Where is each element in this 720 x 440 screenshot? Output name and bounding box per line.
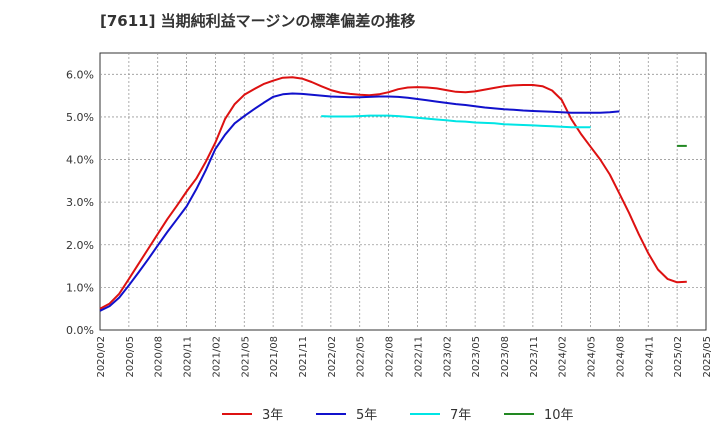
x-tick-label: 2024/02 [558, 336, 569, 378]
x-tick-label: 2021/08 [269, 336, 280, 378]
x-tick-label: 2025/02 [673, 336, 684, 378]
y-tick-label: 0.0% [66, 324, 94, 337]
y-tick-label: 2.0% [66, 239, 94, 252]
series-line-2 [321, 114, 591, 129]
x-tick-label: 2024/11 [644, 336, 655, 378]
series-line-1 [99, 92, 620, 312]
x-tick-label: 2025/05 [702, 336, 713, 378]
y-tick-label: 4.0% [66, 154, 94, 167]
legend-label-0: 3年 [262, 408, 283, 423]
x-tick-label: 2022/05 [356, 336, 367, 378]
legend-label-1: 5年 [356, 408, 377, 423]
x-tick-label: 2023/02 [442, 336, 453, 378]
x-tick-label: 2024/05 [587, 336, 598, 378]
x-tick-label: 2023/05 [471, 336, 482, 378]
x-tick-label: 2022/11 [413, 336, 424, 378]
x-tick-label: 2021/05 [240, 336, 251, 378]
legend-label-2: 7年 [450, 408, 471, 423]
series-line-0 [99, 76, 687, 310]
x-tick-label: 2020/05 [125, 336, 136, 378]
x-tick-label: 2023/08 [500, 336, 511, 378]
x-tick-label: 2022/02 [327, 336, 338, 378]
legend-label-3: 10年 [544, 408, 574, 423]
x-tick-label: 2023/11 [529, 336, 540, 378]
y-tick-label: 5.0% [66, 111, 94, 124]
x-tick-label: 2020/11 [183, 336, 194, 378]
x-tick-label: 2020/08 [154, 336, 165, 378]
x-tick-label: 2020/02 [96, 336, 107, 378]
y-tick-label: 6.0% [66, 68, 94, 81]
x-tick-label: 2021/02 [211, 336, 222, 378]
y-tick-label: 3.0% [66, 196, 94, 209]
x-tick-label: 2022/08 [385, 336, 396, 378]
chart-title: [7611] 当期純利益マージンの標準偏差の推移 [100, 12, 416, 30]
x-tick-label: 2021/11 [298, 336, 309, 378]
plot-area [99, 52, 707, 331]
x-tick-label: 2024/08 [615, 336, 626, 378]
y-tick-label: 1.0% [66, 281, 94, 294]
